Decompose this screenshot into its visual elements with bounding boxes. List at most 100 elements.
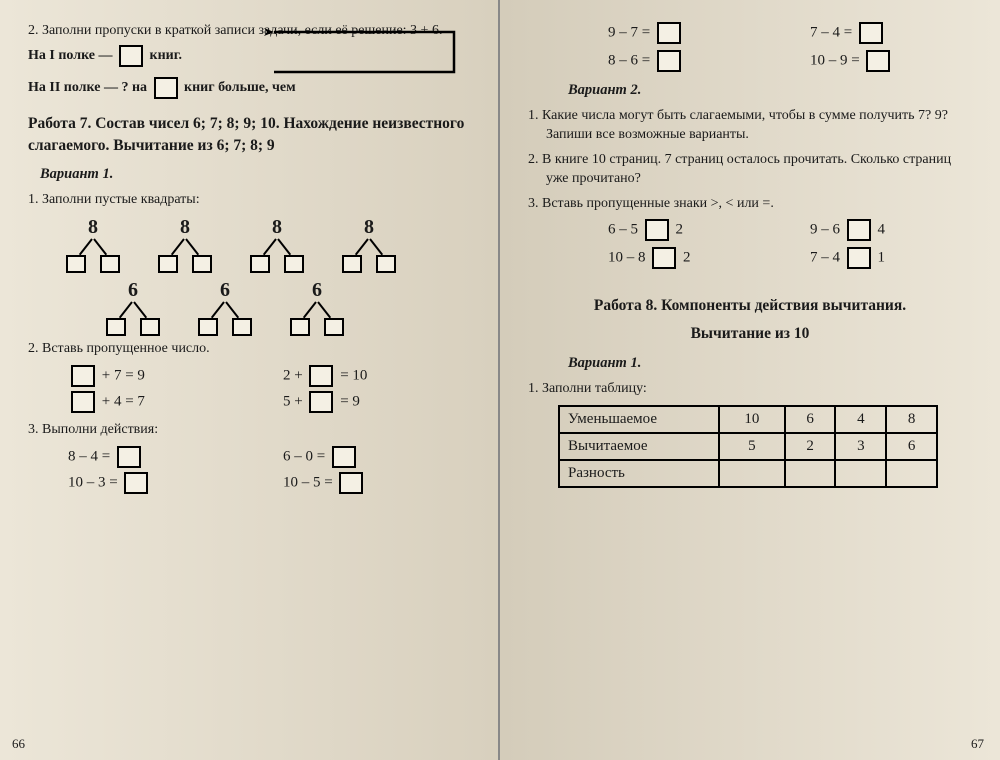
eq-text: = 10: [340, 367, 367, 383]
t1-num: 1.: [28, 192, 39, 207]
table-cell[interactable]: [835, 460, 886, 487]
table-cell: 8: [886, 406, 937, 433]
t3-num: 3.: [28, 422, 39, 437]
blank-box[interactable]: [100, 255, 120, 273]
blank-box[interactable]: [652, 247, 676, 269]
work8-subtitle: Вычитание из 10: [528, 323, 972, 345]
eq-text: + 7 = 9: [102, 367, 145, 383]
blank-box[interactable]: [339, 472, 363, 494]
v2t3-num: 3.: [528, 196, 539, 211]
right-page: 9 – 7 = 7 – 4 = 8 – 6 = 10 – 9 = Вариант…: [500, 0, 1000, 760]
eq-text: 10 – 8: [608, 250, 646, 266]
table-cell[interactable]: [785, 460, 836, 487]
eq-text: 9 – 7 =: [608, 24, 650, 40]
v2t1-text: Какие числа могут быть слагаемыми, чтобы…: [542, 108, 948, 142]
w7-task1: 1. Заполни пустые квадраты:: [46, 191, 470, 210]
eq-text: 6 – 5: [608, 222, 638, 238]
blank-box[interactable]: [309, 365, 333, 387]
table-cell: 2: [785, 433, 836, 460]
table-cell: 4: [835, 406, 886, 433]
table-row: Уменьшаемое 10 6 4 8: [559, 406, 937, 433]
decomp-row-8: 8 8 8 8: [58, 216, 470, 273]
decomp-top: 6: [312, 279, 322, 302]
blank-box[interactable]: [106, 318, 126, 336]
eq-text: 10 – 3 =: [68, 474, 118, 490]
blank-box[interactable]: [324, 318, 344, 336]
eq-text: 8 – 4 =: [68, 448, 110, 464]
blank-box[interactable]: [284, 255, 304, 273]
work8-title: Работа 8. Компоненты действия вычитания.: [528, 295, 972, 317]
v2t3-text: Вставь пропущенные знаки >, < или =.: [542, 196, 774, 211]
decomp-top: 6: [128, 279, 138, 302]
w7-task3: 3. Выполни действия:: [46, 421, 470, 440]
blank-box[interactable]: [309, 391, 333, 413]
task2-number: 2.: [28, 23, 39, 38]
decomp-top: 8: [88, 216, 98, 239]
t1-text: Заполни пустые квадраты:: [42, 192, 200, 207]
eq-text: 7 – 4: [810, 250, 840, 266]
v2-task1: 1. Какие числа могут быть слагаемыми, чт…: [546, 107, 972, 145]
shelf1-prefix: На I полке —: [28, 48, 113, 63]
work7-variant: Вариант 1.: [40, 166, 470, 183]
eq-text: 1: [878, 250, 886, 266]
decomp-top: 8: [272, 216, 282, 239]
blank-box[interactable]: [71, 365, 95, 387]
blank-box[interactable]: [866, 50, 890, 72]
w8t1-text: Заполни таблицу:: [542, 381, 647, 396]
row-header: Разность: [559, 460, 719, 487]
table-cell[interactable]: [719, 460, 785, 487]
blank-box[interactable]: [232, 318, 252, 336]
v2t1-num: 1.: [528, 108, 539, 123]
top-eq-grid: 9 – 7 = 7 – 4 = 8 – 6 = 10 – 9 =: [608, 22, 972, 72]
blank-box[interactable]: [657, 50, 681, 72]
blank-box[interactable]: [198, 318, 218, 336]
eq-text: 9 – 6: [810, 222, 840, 238]
blank-box[interactable]: [342, 255, 362, 273]
blank-box[interactable]: [290, 318, 310, 336]
cmp-grid: 6 – 5 2 9 – 6 4 10 – 8 2 7 – 4 1: [608, 219, 972, 269]
task-2: 2. Заполни пропуски в краткой записи зад…: [46, 22, 470, 99]
w8t1-num: 1.: [528, 381, 539, 396]
blank-box[interactable]: [71, 391, 95, 413]
decomp-top: 6: [220, 279, 230, 302]
blank-box[interactable]: [119, 45, 143, 67]
blank-box[interactable]: [192, 255, 212, 273]
work8-variant: Вариант 1.: [568, 355, 972, 372]
blank-box[interactable]: [859, 22, 883, 44]
page-number-right: 67: [971, 736, 984, 752]
decomp-top: 8: [364, 216, 374, 239]
blank-box[interactable]: [124, 472, 148, 494]
subtraction-table: Уменьшаемое 10 6 4 8 Вычитаемое 5 2 3 6 …: [558, 405, 938, 488]
table-row: Вычитаемое 5 2 3 6: [559, 433, 937, 460]
blank-box[interactable]: [250, 255, 270, 273]
work7-title: Работа 7. Состав чисел 6; 7; 8; 9; 10. Н…: [28, 113, 470, 156]
eq-grid-3: 8 – 4 = 6 – 0 = 10 – 3 = 10 – 5 =: [68, 446, 470, 494]
arrow-icon: [264, 22, 464, 92]
blank-box[interactable]: [847, 247, 871, 269]
t3-text: Выполни действия:: [42, 422, 158, 437]
table-row: Разность: [559, 460, 937, 487]
table-cell: 6: [886, 433, 937, 460]
v2-task2: 2. В книге 10 страниц. 7 страниц осталос…: [546, 151, 972, 189]
decomp-row-6: 6 6 6: [98, 279, 470, 336]
eq-text: 4: [878, 222, 886, 238]
blank-box[interactable]: [158, 255, 178, 273]
blank-box[interactable]: [66, 255, 86, 273]
blank-box[interactable]: [657, 22, 681, 44]
blank-box[interactable]: [847, 219, 871, 241]
blank-box[interactable]: [645, 219, 669, 241]
eq-text: = 9: [340, 393, 360, 409]
table-cell: 5: [719, 433, 785, 460]
blank-box[interactable]: [140, 318, 160, 336]
v2t2-text: В книге 10 страниц. 7 страниц осталось п…: [542, 152, 951, 186]
page-number-left: 66: [12, 736, 25, 752]
blank-box[interactable]: [376, 255, 396, 273]
blank-box[interactable]: [117, 446, 141, 468]
eq-grid-2: + 7 = 9 2 + = 10 + 4 = 7 5 + = 9: [68, 365, 470, 413]
blank-box[interactable]: [332, 446, 356, 468]
eq-text: 2: [683, 250, 691, 266]
table-cell[interactable]: [886, 460, 937, 487]
eq-text: + 4 = 7: [102, 393, 145, 409]
eq-text: 7 – 4 =: [810, 24, 852, 40]
blank-box[interactable]: [154, 77, 178, 99]
